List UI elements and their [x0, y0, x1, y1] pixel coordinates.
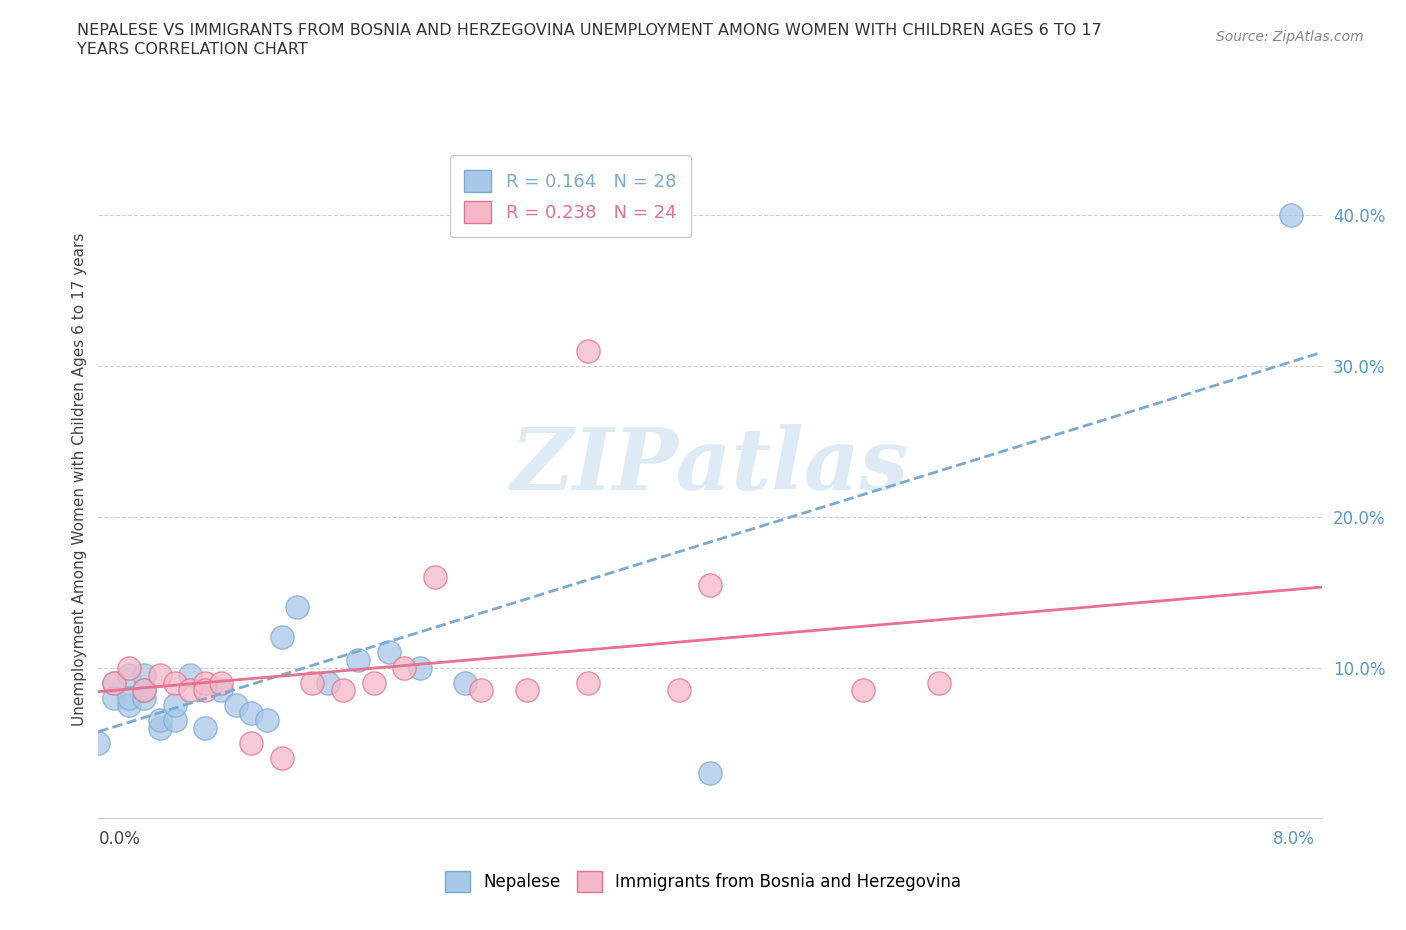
Point [194, 683, 217, 698]
Point [149, 721, 172, 736]
Point [87, 736, 110, 751]
Point [240, 705, 263, 720]
Point [1279, 207, 1302, 222]
Point [423, 569, 446, 584]
Point [209, 675, 232, 690]
Point [928, 675, 950, 690]
Text: 8.0%: 8.0% [1272, 830, 1315, 847]
Y-axis label: Unemployment Among Women with Children Ages 6 to 17 years: Unemployment Among Women with Children A… [72, 232, 87, 725]
Point [378, 645, 401, 660]
Point [470, 683, 492, 698]
Point [347, 653, 370, 668]
Point [363, 675, 385, 690]
Point [699, 765, 721, 780]
Point [163, 713, 186, 728]
Text: ZIPatlas: ZIPatlas [510, 424, 910, 507]
Point [668, 683, 690, 698]
Point [240, 736, 263, 751]
Point [163, 675, 186, 690]
Legend: R = 0.164   N = 28, R = 0.238   N = 24: R = 0.164 N = 28, R = 0.238 N = 24 [450, 155, 690, 237]
Point [118, 660, 141, 675]
Point [852, 683, 875, 698]
Point [270, 751, 294, 765]
Point [209, 683, 232, 698]
Point [392, 660, 416, 675]
Point [516, 683, 538, 698]
Point [285, 600, 308, 615]
Point [194, 721, 217, 736]
Point [194, 675, 217, 690]
Text: Source: ZipAtlas.com: Source: ZipAtlas.com [1216, 30, 1364, 44]
Point [270, 630, 294, 644]
Point [179, 668, 201, 683]
Point [149, 668, 172, 683]
Legend: Nepalese, Immigrants from Bosnia and Herzegovina: Nepalese, Immigrants from Bosnia and Her… [439, 865, 967, 898]
Text: 0.0%: 0.0% [98, 830, 141, 847]
Text: NEPALESE VS IMMIGRANTS FROM BOSNIA AND HERZEGOVINA UNEMPLOYMENT AMONG WOMEN WITH: NEPALESE VS IMMIGRANTS FROM BOSNIA AND H… [77, 23, 1102, 38]
Point [576, 675, 599, 690]
Point [225, 698, 247, 712]
Point [103, 675, 125, 690]
Point [118, 698, 141, 712]
Point [134, 690, 156, 705]
Point [576, 343, 599, 358]
Point [316, 675, 339, 690]
Point [118, 690, 141, 705]
Point [118, 668, 141, 683]
Point [134, 683, 156, 698]
Point [454, 675, 477, 690]
Point [179, 683, 201, 698]
Point [256, 713, 278, 728]
Text: YEARS CORRELATION CHART: YEARS CORRELATION CHART [77, 42, 308, 57]
Point [103, 675, 125, 690]
Point [103, 690, 125, 705]
Point [408, 660, 430, 675]
Point [163, 698, 186, 712]
Point [301, 675, 323, 690]
Point [134, 668, 156, 683]
Point [134, 683, 156, 698]
Point [332, 683, 354, 698]
Point [149, 713, 172, 728]
Point [699, 578, 721, 592]
